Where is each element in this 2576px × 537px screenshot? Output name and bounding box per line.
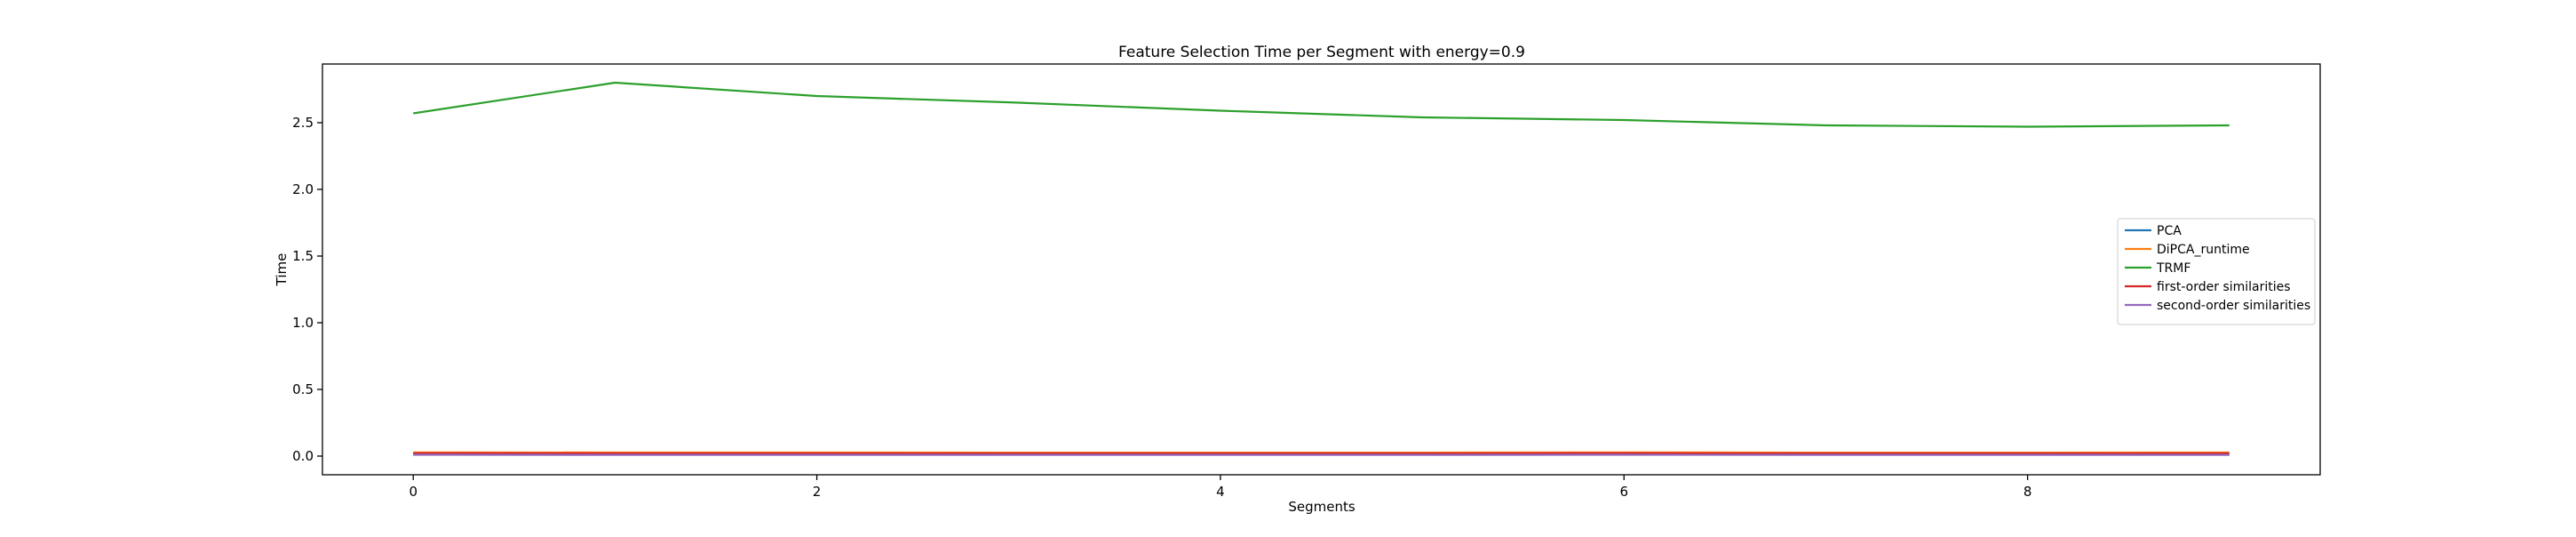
legend-label: DiPCA_runtime [2157, 243, 2250, 257]
y-tick-label: 0.0 [292, 448, 314, 464]
plot-frame [322, 64, 2320, 475]
legend-label: PCA [2157, 224, 2182, 238]
y-tick-label: 2.0 [292, 181, 314, 197]
x-tick-label: 2 [813, 484, 822, 500]
y-tick-label: 1.5 [292, 248, 314, 264]
chart-title: Feature Selection Time per Segment with … [1118, 44, 1525, 61]
x-axis-label: Segments [1288, 499, 1356, 515]
y-tick-label: 0.5 [292, 381, 314, 397]
legend-label: first-order similarities [2157, 280, 2291, 294]
x-tick-label: 8 [2023, 484, 2032, 500]
x-tick-label: 0 [409, 484, 417, 500]
legend-label: TRMF [2156, 261, 2190, 276]
y-axis-label: Time [274, 253, 290, 287]
y-tick-label: 2.5 [292, 115, 314, 131]
x-tick-label: 6 [1619, 484, 1628, 500]
legend-label: second-order similarities [2157, 299, 2310, 313]
x-tick-label: 4 [1216, 484, 1225, 500]
y-tick-label: 1.0 [292, 315, 314, 331]
legend: PCA DiPCA_runtime TRMF first-order similari… [2118, 219, 2315, 325]
series-line-trmf [413, 83, 2230, 127]
plot-area: 0 2 4 6 8 0.0 0.5 1.0 1.5 2.0 2.5 [292, 64, 2320, 500]
